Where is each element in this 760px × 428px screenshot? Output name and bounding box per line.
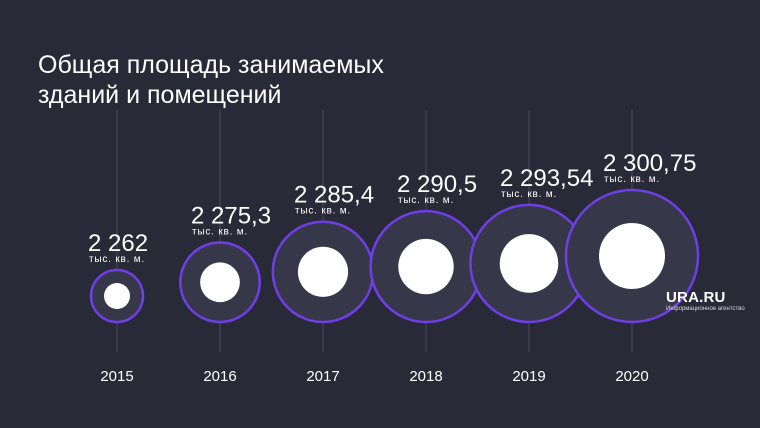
- chart-title-line-1: Общая площадь занимаемых: [38, 51, 384, 79]
- bubble-dot-2017: [297, 246, 349, 297]
- chart-title-line-2: зданий и помещений: [38, 81, 282, 109]
- chart-title: Общая площадь занимаемых зданий и помеще…: [38, 50, 458, 110]
- brand-subtitle: Информационное агентство: [666, 306, 745, 312]
- year-label-2018: 2018: [409, 368, 442, 385]
- brand-logo: URA.RU Информационное агентство: [666, 290, 745, 313]
- value-label-2019: 2 293,54: [500, 165, 593, 192]
- unit-label-2015: тыс. кв. м.: [89, 254, 145, 265]
- unit-label-2017: тыс. кв. м.: [295, 206, 351, 217]
- value-label-2015: 2 262: [88, 230, 148, 257]
- year-label-2016: 2016: [203, 368, 236, 385]
- unit-label-2020: тыс. кв. м.: [604, 174, 660, 185]
- unit-label-2019: тыс. кв. м.: [501, 189, 557, 200]
- bubble-dot-2016: [200, 262, 240, 303]
- value-label-2018: 2 290,5: [397, 171, 477, 198]
- bubble-dot-2020: [599, 223, 665, 289]
- year-label-2015: 2015: [100, 368, 133, 385]
- value-label-2016: 2 275,3: [191, 203, 271, 230]
- bubble-dot-2019: [499, 234, 559, 293]
- unit-label-2016: тыс. кв. м.: [192, 227, 248, 238]
- value-label-2020: 2 300,75: [603, 150, 696, 177]
- year-label-2020: 2020: [615, 368, 648, 385]
- unit-label-2018: тыс. кв. м.: [398, 195, 454, 206]
- year-label-2017: 2017: [306, 368, 339, 385]
- bubble-dot-2015: [104, 283, 130, 309]
- brand-name: URA.RU: [666, 289, 726, 306]
- year-label-2019: 2019: [512, 368, 545, 385]
- value-label-2017: 2 285,4: [294, 182, 374, 209]
- bubble-dot-2018: [398, 238, 454, 295]
